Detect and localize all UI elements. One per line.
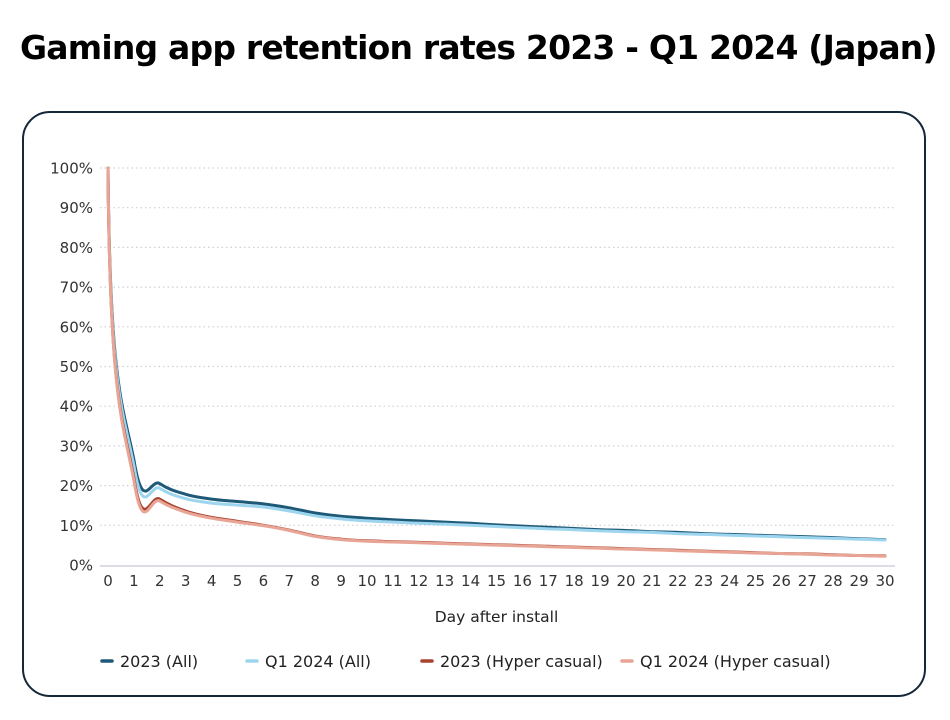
x-tick-label: 20 — [616, 572, 635, 590]
legend-label: 2023 (All) — [120, 652, 198, 671]
x-tick-label: 16 — [513, 572, 532, 590]
x-tick-label: 0 — [103, 572, 113, 590]
y-tick-label: 100% — [50, 160, 93, 178]
legend-item: 2023 (All) — [100, 652, 198, 671]
x-tick-label: 12 — [409, 572, 428, 590]
x-tick-label: 18 — [565, 572, 584, 590]
x-tick-label: 27 — [798, 572, 817, 590]
x-tick-label: 23 — [694, 572, 713, 590]
legend-label: Q1 2024 (Hyper casual) — [640, 652, 831, 671]
x-tick-label: 30 — [875, 572, 894, 590]
x-tick-label: 25 — [746, 572, 765, 590]
chart-title: Gaming app retention rates 2023 - Q1 202… — [20, 28, 938, 67]
series-line-2 — [106, 166, 887, 558]
legend-item: Q1 2024 (All) — [245, 652, 371, 671]
legend: 2023 (All) Q1 2024 (All) 2023 (Hyper casua… — [100, 652, 831, 671]
series-lines — [106, 166, 887, 558]
x-tick-label: 28 — [824, 572, 843, 590]
y-tick-label: 10% — [60, 517, 93, 535]
legend-item: Q1 2024 (Hyper casual) — [620, 652, 831, 671]
x-tick-label: 4 — [207, 572, 217, 590]
x-tick-label: 24 — [720, 572, 739, 590]
gridlines — [100, 167, 895, 526]
series-line-1 — [106, 166, 887, 542]
series-line-3 — [106, 166, 887, 558]
x-tick-label: 26 — [772, 572, 791, 590]
y-tick-label: 50% — [60, 358, 93, 376]
x-tick-label: 6 — [259, 572, 269, 590]
y-tick-label: 90% — [60, 199, 93, 217]
x-tick-label: 9 — [336, 572, 346, 590]
y-tick-label: 70% — [60, 279, 93, 297]
series-line-0 — [106, 166, 887, 542]
x-axis-label: Day after install — [435, 608, 559, 626]
x-tick-label: 11 — [383, 572, 402, 590]
x-tick-label: 17 — [539, 572, 558, 590]
x-tick-label: 2 — [155, 572, 165, 590]
y-tick-label: 20% — [60, 477, 93, 495]
y-tick-label: 40% — [60, 398, 93, 416]
x-tick-label: 14 — [461, 572, 480, 590]
chart-card — [22, 111, 926, 697]
y-tick-label: 0% — [69, 557, 93, 575]
x-tick-label: 13 — [435, 572, 454, 590]
legend-label: Q1 2024 (All) — [265, 652, 371, 671]
x-tick-label: 15 — [487, 572, 506, 590]
x-tick-label: 7 — [285, 572, 295, 590]
x-tick-label: 5 — [233, 572, 243, 590]
x-tick-label: 22 — [668, 572, 687, 590]
y-tick-label: 60% — [60, 318, 93, 336]
x-tick-label: 3 — [181, 572, 191, 590]
x-tick-label: 1 — [129, 572, 139, 590]
x-tick-label: 8 — [310, 572, 320, 590]
legend-label: 2023 (Hyper casual) — [440, 652, 603, 671]
x-tick-label: 29 — [850, 572, 869, 590]
x-tick-label: 21 — [642, 572, 661, 590]
y-axis-ticks: 0% 10% 20% 30% 40% 50% 60% 70% 80% 90% 100% — [50, 160, 93, 575]
y-tick-label: 80% — [60, 239, 93, 257]
legend-item: 2023 (Hyper casual) — [420, 652, 603, 671]
x-axis-ticks: 0 1 2 3 4 5 6 7 8 9 10 11 12 13 14 15 16 17 18 19 20 21 22 23 24… — [103, 572, 894, 590]
x-tick-label: 19 — [591, 572, 610, 590]
x-tick-label: 10 — [357, 572, 376, 590]
y-tick-label: 30% — [60, 437, 93, 455]
